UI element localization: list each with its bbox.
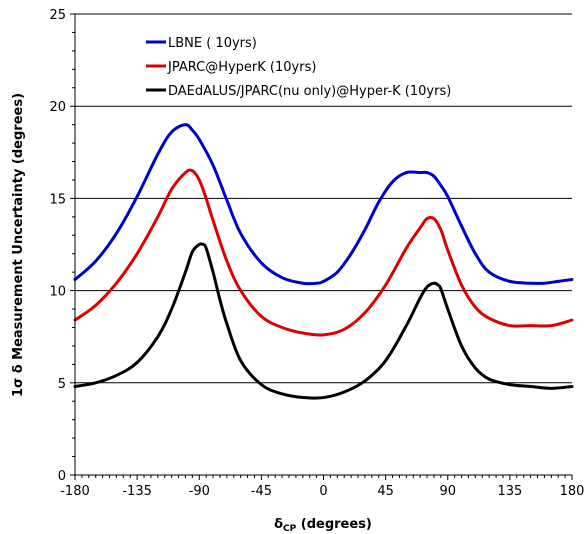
x-axis-title-symbol: δ — [274, 517, 283, 532]
x-tick-label: 0 — [319, 484, 327, 499]
legend-label-1: LBNE ( 10yrs) — [168, 36, 257, 51]
legend-label-2: JPARC@HyperK (10yrs) — [167, 60, 316, 75]
x-tick-label: 180 — [560, 484, 585, 499]
series-line-1 — [73, 123, 574, 286]
y-tick-label: 5 — [58, 377, 66, 392]
legend-label-3: DAEdALUS/JPARC(nu only)@Hyper-K (10yrs) — [168, 84, 451, 99]
x-tick-label: -180 — [60, 484, 90, 499]
y-axis-title: 1σ δ Measurement Uncertainty (degrees) — [11, 93, 26, 397]
x-axis-title-subscript: CP — [283, 524, 297, 534]
legend: LBNE ( 10yrs) JPARC@HyperK (10yrs) DAEdALU… — [146, 36, 451, 99]
y-tick-label: 20 — [49, 100, 66, 115]
y-tick-label: 25 — [49, 8, 66, 23]
y-tick-label: 0 — [58, 469, 66, 484]
x-tick-label: -45 — [251, 484, 272, 499]
x-axis-title-rest: (degrees) — [296, 517, 372, 532]
ticks: 0 5 10 15 20 25 -180 -135 -90 -45 0 45 90 135 180 — [49, 8, 584, 499]
series-line-3 — [73, 242, 574, 400]
series-line-2 — [73, 168, 574, 337]
y-tick-label: 10 — [49, 285, 66, 300]
x-tick-label: 90 — [439, 484, 456, 499]
x-axis-title: δCP (degrees) — [274, 517, 372, 534]
x-tick-label: 45 — [377, 484, 394, 499]
x-tick-label: 135 — [497, 484, 522, 499]
x-tick-label: -135 — [122, 484, 152, 499]
series-layer — [73, 123, 574, 400]
x-tick-label: -90 — [189, 484, 210, 499]
grid — [75, 13, 572, 384]
y-tick-label: 15 — [49, 192, 66, 207]
